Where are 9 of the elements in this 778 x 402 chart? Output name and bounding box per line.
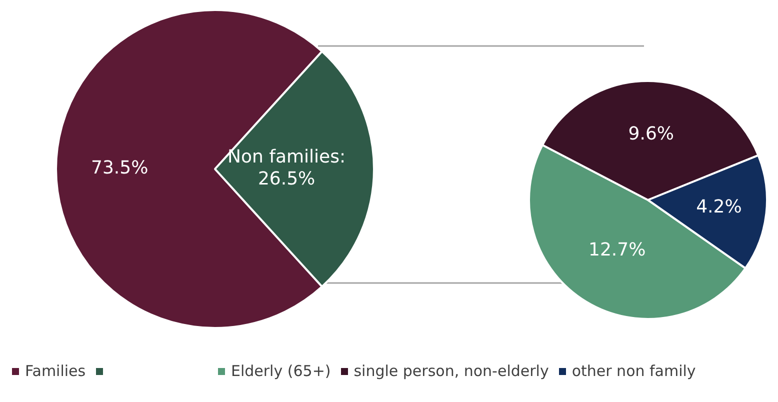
legend-label: Elderly (65+)	[231, 362, 331, 380]
legend-label: single person, non-elderly	[354, 362, 549, 380]
data-label: 9.6%	[628, 123, 674, 144]
data-label: 12.7%	[588, 240, 646, 261]
data-label: Non families: 26.5%	[228, 146, 346, 190]
legend-label: other non family	[572, 362, 696, 380]
data-label: 73.5%	[91, 158, 148, 179]
data-label: 4.2%	[696, 196, 742, 218]
legend-label: Families	[25, 362, 86, 380]
